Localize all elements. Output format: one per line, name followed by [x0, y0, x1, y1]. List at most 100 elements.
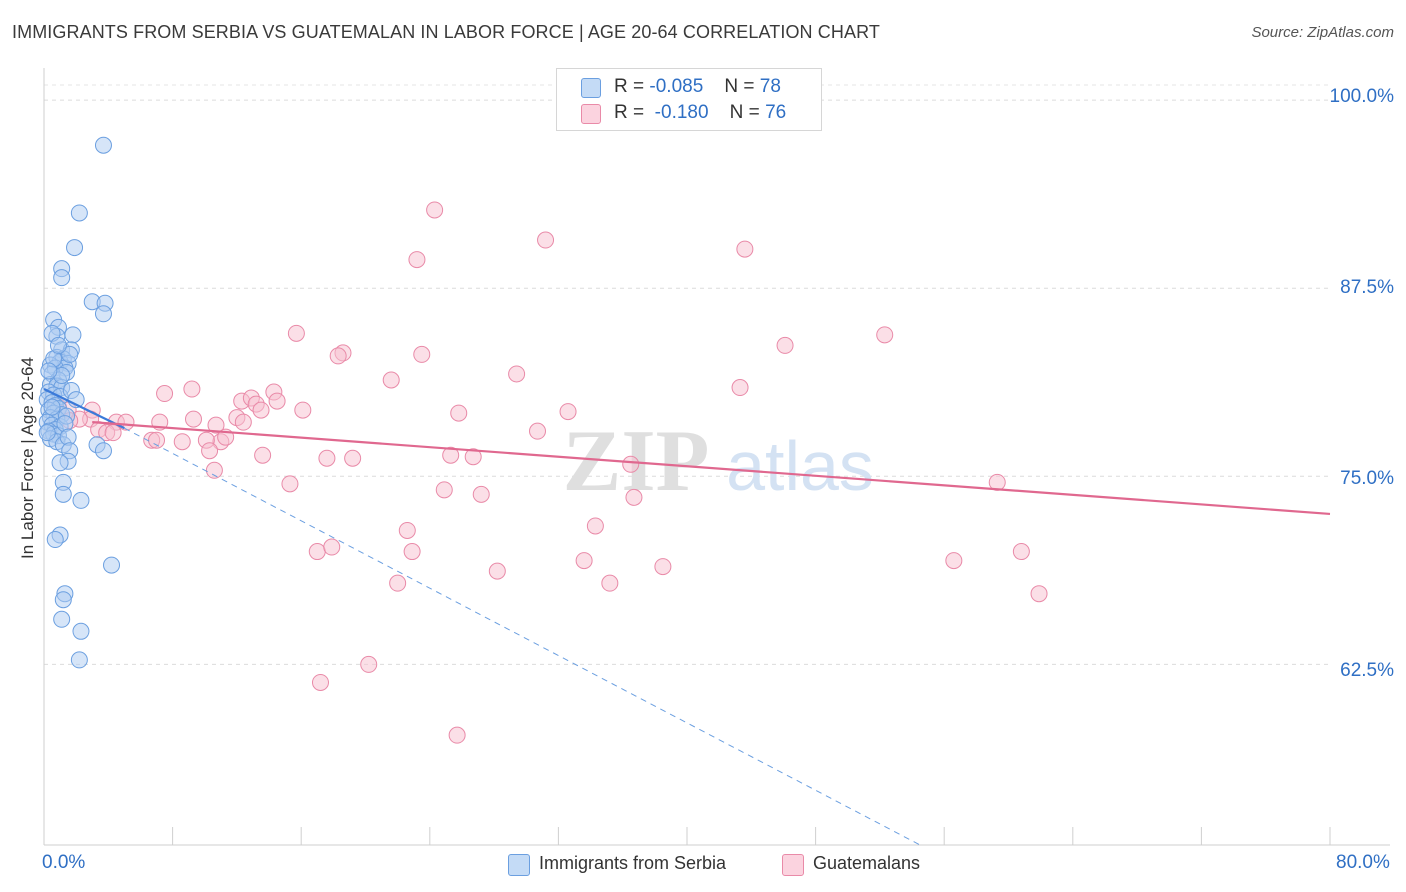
guatemalans-point — [876, 326, 894, 344]
stats-box: R = -0.085 N = 78 R = -0.180 N = 76 — [556, 68, 822, 131]
guatemalans-point — [559, 403, 577, 421]
guatemalans-point — [294, 401, 312, 419]
serbia-point — [51, 454, 69, 472]
guatemalans-point — [252, 401, 270, 419]
guatemalans-point — [1012, 543, 1030, 561]
guatemalans-point — [508, 365, 526, 383]
guatemalans-point — [183, 380, 201, 398]
n-label: N = — [729, 102, 760, 123]
guatemalans-point — [575, 552, 593, 570]
guatemalans-point — [426, 201, 444, 219]
serbia-point — [70, 651, 88, 669]
y-tick-label: 62.5% — [1340, 660, 1394, 681]
bottom-legend: Immigrants from Serbia Guatemalans — [0, 852, 1406, 878]
serbia-point — [64, 326, 82, 344]
guatemalans-point — [408, 251, 426, 269]
guatemalans-point — [104, 424, 122, 442]
n-label: N = — [724, 76, 755, 97]
guatemalans-point — [654, 558, 672, 576]
series-guatemalans — [49, 201, 1048, 744]
chart-title: IMMIGRANTS FROM SERBIA VS GUATEMALAN IN … — [12, 22, 880, 42]
guatemalans-point — [207, 416, 225, 434]
guatemalans-point — [254, 446, 272, 464]
guatemalans-point — [1030, 585, 1048, 603]
guatemalans-point — [731, 379, 749, 397]
guatemalans-point — [435, 481, 453, 499]
guatemalans-point — [488, 562, 506, 580]
serbia-point — [94, 442, 112, 460]
serbia-point — [70, 204, 88, 222]
serbia-point — [72, 491, 90, 509]
n-value-guatemalans: 76 — [765, 102, 787, 123]
guatemalans-point — [318, 449, 336, 467]
guatemalans-point — [382, 371, 400, 389]
x-tick-label-min: 0.0% — [42, 852, 86, 873]
guatemalans-point — [464, 448, 482, 466]
serbia-point — [54, 485, 72, 503]
guatemalans-point — [156, 385, 174, 403]
guatemalans-point — [323, 538, 341, 556]
serbia-point — [94, 305, 112, 323]
guatemalans-point — [287, 324, 305, 342]
guatemalans-point — [184, 410, 202, 428]
guatemalans-swatch — [782, 854, 804, 876]
watermark-atlas: atlas — [726, 427, 874, 505]
guatemalans-point — [945, 552, 963, 570]
serbia-point — [66, 239, 84, 257]
axes — [43, 68, 1390, 846]
y-tick-label: 100.0% — [1329, 86, 1394, 107]
guatemalans-swatch — [581, 104, 601, 124]
guatemalans-point — [776, 336, 794, 354]
guatemalans-point — [173, 433, 191, 451]
guatemalans-point — [389, 574, 407, 592]
serbia-point — [103, 556, 121, 574]
series-serbia — [38, 136, 121, 669]
serbia-point — [53, 610, 71, 628]
r-value-guatemalans: -0.180 — [654, 102, 709, 123]
guatemalans-point — [625, 488, 643, 506]
serbia-point — [49, 336, 67, 354]
guatemalans-point — [201, 442, 219, 460]
guatemalans-point — [234, 413, 252, 431]
guatemalans-point — [281, 475, 299, 493]
serbia-point — [72, 622, 90, 640]
guatemalans-point — [442, 446, 460, 464]
guatemalans-point — [450, 404, 468, 422]
guatemalans-point — [117, 413, 135, 431]
guatemalans-point — [308, 543, 326, 561]
guatemalans-point — [537, 231, 555, 249]
trendline — [92, 421, 1331, 516]
guatemalans-point — [601, 574, 619, 592]
guatemalans-point — [329, 347, 347, 365]
guatemalans-point — [360, 655, 378, 673]
trendline — [124, 427, 921, 846]
r-label: R = — [614, 76, 645, 97]
guatemalans-point — [148, 431, 166, 449]
guatemalans-point — [529, 422, 547, 440]
y-tick-label: 87.5% — [1340, 277, 1394, 298]
x-tick-label-max: 80.0% — [1336, 852, 1390, 873]
guatemalans-point — [398, 521, 416, 539]
serbia-point — [61, 345, 79, 363]
serbia-point — [40, 362, 58, 380]
y-tick-label: 75.0% — [1340, 468, 1394, 489]
guatemalans-point — [448, 726, 466, 744]
guatemalans-point — [268, 392, 286, 410]
serbia-swatch — [581, 78, 601, 98]
serbia-point — [94, 136, 112, 154]
serbia-point — [46, 531, 64, 549]
legend-label-guatemalans: Guatemalans — [813, 853, 921, 873]
guatemalans-point — [205, 461, 223, 479]
trendline — [43, 388, 125, 430]
guatemalans-point — [413, 345, 431, 363]
n-value-serbia: 78 — [759, 76, 781, 97]
serbia-point — [53, 269, 71, 287]
guatemalans-point — [622, 455, 640, 473]
guatemalans-point — [472, 485, 490, 503]
guatemalans-point — [736, 240, 754, 258]
guatemalans-point — [403, 543, 421, 561]
source-label: Source: ZipAtlas.com — [1251, 24, 1394, 41]
guatemalans-point — [344, 449, 362, 467]
r-value-serbia: -0.085 — [649, 76, 704, 97]
